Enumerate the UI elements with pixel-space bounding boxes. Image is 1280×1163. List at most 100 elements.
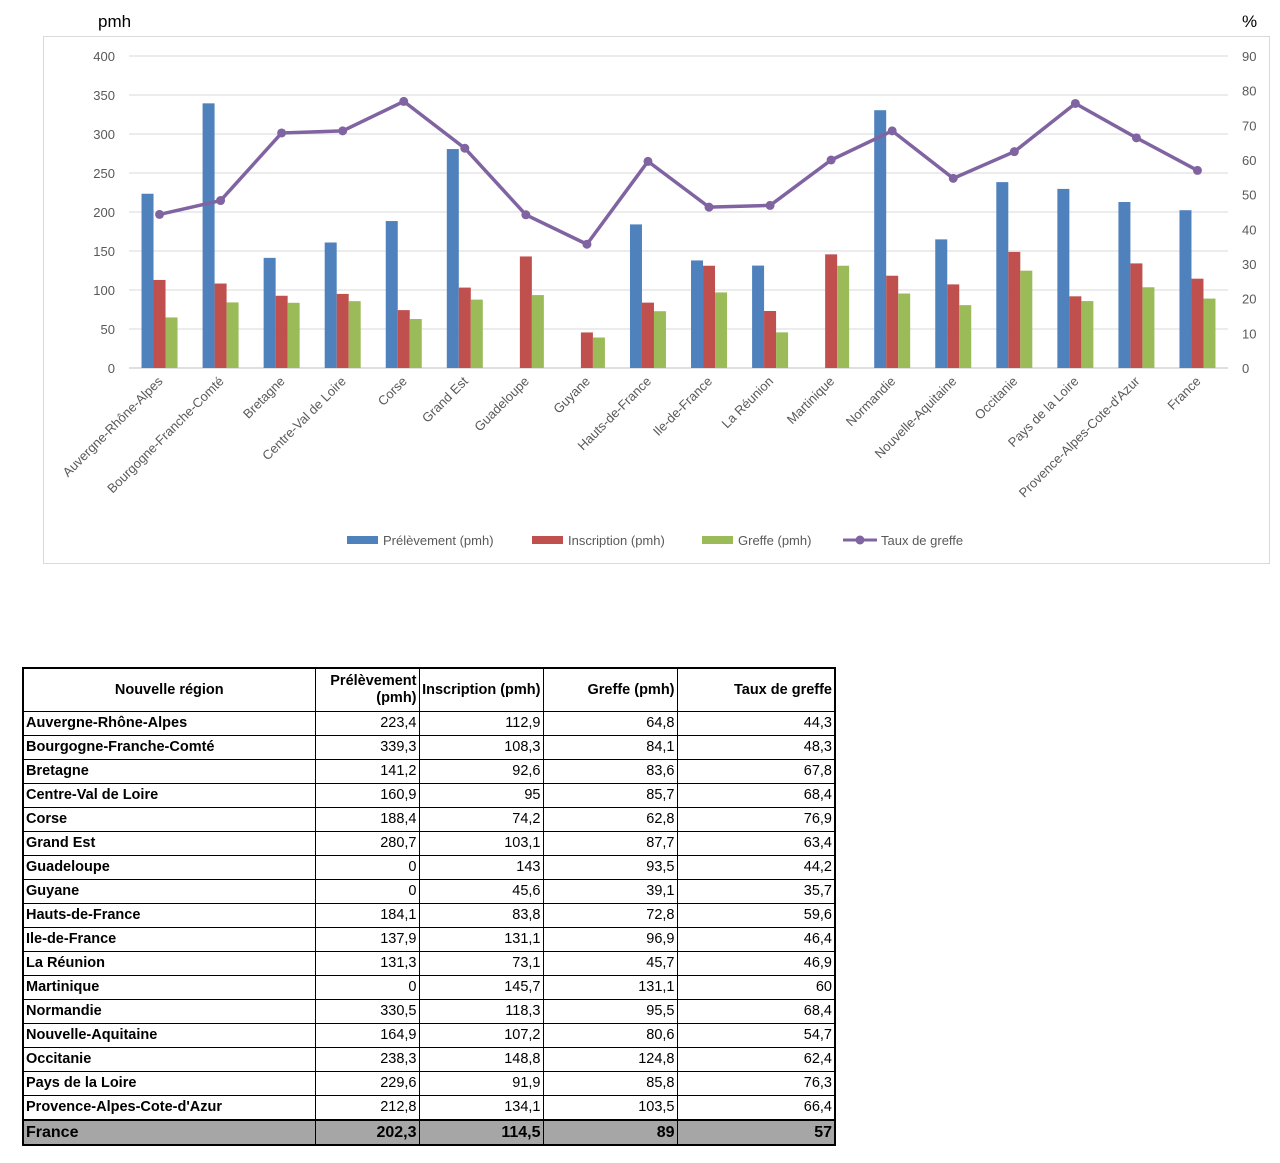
table-cell-value: 45,6 [418, 879, 544, 904]
taux-de-greffe-point [521, 210, 531, 220]
bar-inscription [1069, 296, 1082, 368]
table-cell-region: Normandie [22, 999, 316, 1024]
bar-inscription [1191, 278, 1204, 368]
y-right-tick-label: 30 [1242, 257, 1256, 272]
y-right-tick-label: 60 [1242, 153, 1256, 168]
bar-prelevement [1179, 210, 1192, 368]
table-cell-value: 131,3 [314, 951, 420, 976]
table-cell-value: 96,9 [542, 927, 678, 952]
data-table-container: Nouvelle région Prélèvement (pmh) Inscri… [22, 667, 836, 1146]
bar-prelevement [935, 239, 948, 368]
table-cell-value: 62,8 [542, 807, 678, 832]
table-cell-value: 80,6 [542, 1023, 678, 1048]
bar-prelevement [446, 149, 459, 368]
y-left-tick-label: 50 [101, 322, 115, 337]
bar-prelevement [1057, 188, 1070, 368]
table-total-row: France 202,3 114,5 89 57 [22, 1119, 836, 1146]
table-row: Ile-de-France 137,9 131,1 96,9 46,4 [22, 927, 836, 952]
table-cell-region: Guyane [22, 879, 316, 904]
table-cell-region: Ile-de-France [22, 927, 316, 952]
bar-inscription [153, 279, 166, 368]
bar-inscription [947, 284, 960, 368]
taux-de-greffe-point [1192, 165, 1202, 175]
table-row: Occitanie 238,3 148,8 124,8 62,4 [22, 1047, 836, 1072]
table-cell-value: 145,7 [418, 975, 544, 1000]
taux-de-greffe-point [1070, 98, 1080, 108]
table-cell-value: 212,8 [314, 1095, 420, 1121]
table-cell-region: Bretagne [22, 759, 316, 784]
table-cell-region: Grand Est [22, 831, 316, 856]
table-cell-value: 46,4 [676, 927, 836, 952]
bar-greffe [1081, 301, 1094, 368]
table-cell-value: 95,5 [542, 999, 678, 1024]
table-cell-value: 112,9 [418, 711, 544, 736]
table-cell-value: 76,3 [676, 1071, 836, 1096]
table-cell-value: 229,6 [314, 1071, 420, 1096]
table-cell-value: 54,7 [676, 1023, 836, 1048]
table-cell-value: 91,9 [418, 1071, 544, 1096]
taux-de-greffe-point [1131, 133, 1141, 143]
table-row: La Réunion 131,3 73,1 45,7 46,9 [22, 951, 836, 976]
table-cell-region: France [22, 1119, 316, 1146]
legend-label: Prélèvement (pmh) [383, 533, 494, 548]
taux-de-greffe-point [887, 126, 897, 136]
y-right-tick-label: 70 [1242, 118, 1256, 133]
taux-de-greffe-point [765, 200, 775, 210]
bar-greffe [226, 302, 239, 368]
taux-de-greffe-point [338, 126, 348, 136]
y-left-tick-label: 0 [108, 361, 115, 376]
legend-marker [855, 535, 865, 545]
table-cell-region: Auvergne-Rhône-Alpes [22, 711, 316, 736]
table-cell-region: Bourgogne-Franche-Comté [22, 735, 316, 760]
y-left-unit-label: pmh [98, 12, 132, 31]
bar-inscription [580, 332, 593, 368]
table-row: Normandie 330,5 118,3 95,5 68,4 [22, 999, 836, 1024]
bar-prelevement [874, 110, 887, 369]
table-row: Nouvelle-Aquitaine 164,9 107,2 80,6 54,7 [22, 1023, 836, 1048]
taux-de-greffe-point [277, 128, 287, 138]
table-cell-value: 84,1 [542, 735, 678, 760]
header-greffe: Greffe (pmh) [542, 667, 678, 712]
table-cell-region: Guadeloupe [22, 855, 316, 880]
y-right-tick-label: 90 [1242, 49, 1256, 64]
table-cell-value: 62,4 [676, 1047, 836, 1072]
table-cell-value: 76,9 [676, 807, 836, 832]
bar-greffe [348, 301, 361, 368]
table-row: Provence-Alpes-Cote-d'Azur 212,8 134,1 103,… [22, 1095, 836, 1121]
table-cell-value: 141,2 [314, 759, 420, 784]
table-cell-region: Nouvelle-Aquitaine [22, 1023, 316, 1048]
table-cell-region: Pays de la Loire [22, 1071, 316, 1096]
table-row: Corse 188,4 74,2 62,8 76,9 [22, 807, 836, 832]
taux-de-greffe-point [216, 196, 226, 206]
y-left-tick-label: 400 [93, 49, 115, 64]
table-cell-value: 114,5 [418, 1119, 544, 1146]
table-cell-value: 66,4 [676, 1095, 836, 1121]
table-cell-value: 72,8 [542, 903, 678, 928]
table-cell-region: Provence-Alpes-Cote-d'Azur [22, 1095, 316, 1121]
bar-prelevement [202, 103, 215, 368]
table-cell-value: 0 [314, 975, 420, 1000]
combo-chart: 0 50 100 150 200 250 300 350 400 0 10 20 30 40 50 60 70 8… [43, 36, 1270, 564]
y-right-tick-label: 50 [1242, 188, 1256, 203]
y-left-tick-label: 150 [93, 244, 115, 259]
legend-swatch [532, 536, 563, 544]
table-cell-region: Centre-Val de Loire [22, 783, 316, 808]
table-cell-value: 68,4 [676, 999, 836, 1024]
bar-greffe [287, 302, 300, 368]
table-cell-region: Occitanie [22, 1047, 316, 1072]
table-cell-value: 63,4 [676, 831, 836, 856]
bar-inscription [214, 283, 227, 368]
table-row: Guyane 0 45,6 39,1 35,7 [22, 879, 836, 904]
legend-label: Inscription (pmh) [568, 533, 665, 548]
header-taux: Taux de greffe [676, 667, 836, 712]
table-cell-value: 0 [314, 855, 420, 880]
taux-de-greffe-point [460, 143, 470, 153]
bar-inscription [1008, 251, 1021, 368]
table-cell-value: 103,1 [418, 831, 544, 856]
bar-inscription [397, 310, 410, 368]
bar-prelevement [385, 221, 398, 368]
table-cell-value: 44,3 [676, 711, 836, 736]
y-right-unit-label: % [1242, 12, 1258, 31]
table-cell-value: 45,7 [542, 951, 678, 976]
table-cell-value: 184,1 [314, 903, 420, 928]
